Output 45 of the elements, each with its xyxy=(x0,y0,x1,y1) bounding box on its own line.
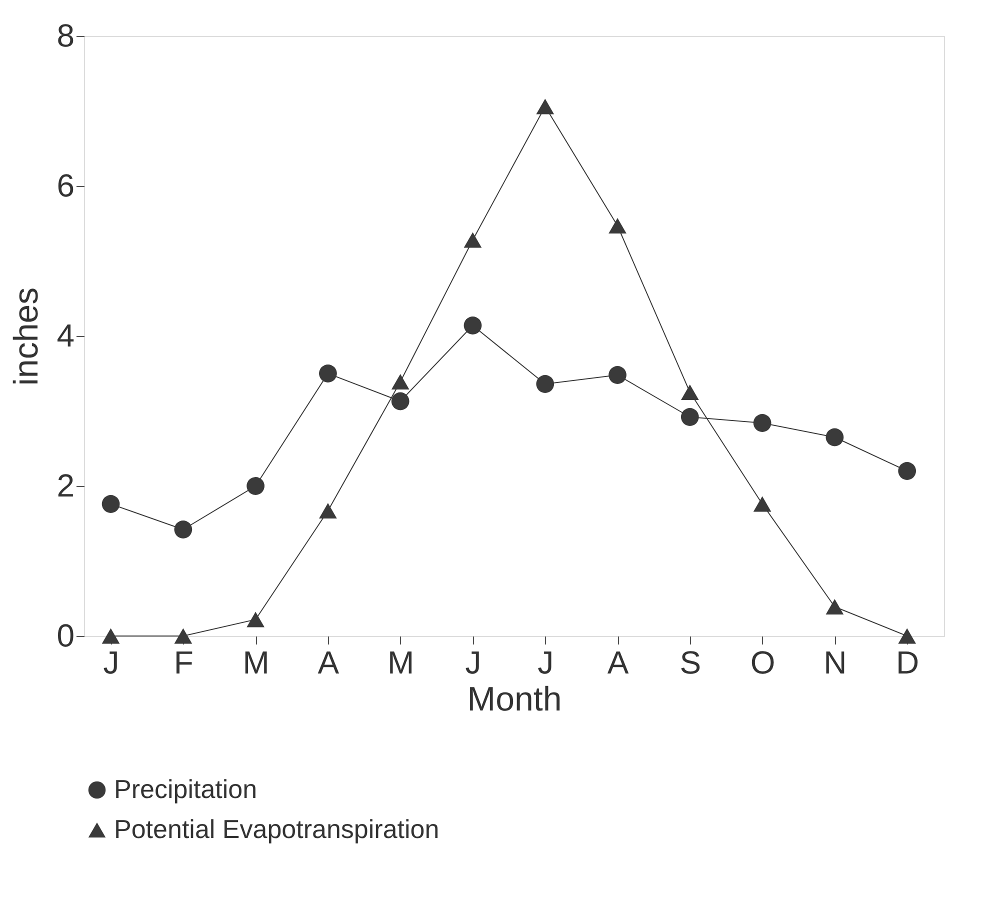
point xyxy=(246,477,265,495)
point xyxy=(174,628,192,644)
point xyxy=(608,218,626,234)
point xyxy=(898,628,916,644)
point xyxy=(826,428,844,446)
legend-label: Precipitation xyxy=(114,774,258,804)
x-tick-label: J xyxy=(538,644,554,680)
x-tick-label: N xyxy=(824,644,847,680)
legend-label: Potential Evapotranspiration xyxy=(114,814,440,844)
x-tick-label: A xyxy=(607,644,630,680)
point xyxy=(536,375,554,393)
x-tick-label: M xyxy=(388,644,414,680)
point xyxy=(464,232,482,248)
point xyxy=(391,392,410,410)
y-tick-label: 6 xyxy=(56,168,74,204)
point xyxy=(102,495,120,513)
point xyxy=(753,496,772,512)
y-axis-title: inches xyxy=(8,287,46,386)
point xyxy=(246,612,265,628)
x-tick-label: D xyxy=(896,644,920,680)
point xyxy=(319,503,337,518)
point xyxy=(174,520,192,538)
point xyxy=(391,374,410,390)
x-tick-label: M xyxy=(242,644,270,680)
x-tick-label: A xyxy=(318,644,340,680)
point xyxy=(536,98,554,114)
x-tick-label: J xyxy=(465,644,482,680)
point xyxy=(826,599,844,614)
point xyxy=(464,316,482,334)
y-tick-label: 0 xyxy=(56,618,74,654)
y-tick-label: 8 xyxy=(56,18,74,54)
point xyxy=(680,384,699,400)
x-axis-title: Month xyxy=(467,680,562,718)
point xyxy=(319,364,337,382)
point xyxy=(680,408,699,426)
x-tick-label: O xyxy=(750,644,776,680)
x-tick-label: F xyxy=(174,644,194,680)
point xyxy=(753,414,772,432)
y-tick-label: 2 xyxy=(56,468,74,504)
point xyxy=(608,366,626,384)
x-tick-label: J xyxy=(103,644,120,680)
point xyxy=(102,628,120,644)
point xyxy=(898,462,916,480)
x-tick-label: S xyxy=(680,644,702,680)
y-tick-label: 4 xyxy=(56,318,74,354)
